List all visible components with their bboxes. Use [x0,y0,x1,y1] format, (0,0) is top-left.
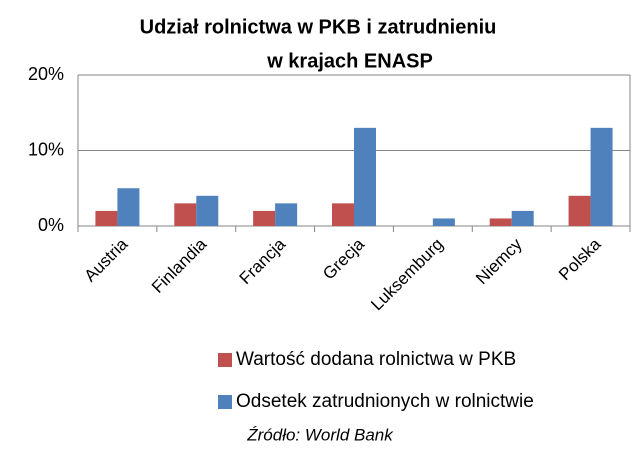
bar [568,195,591,226]
bar [354,127,376,226]
bar [275,203,298,226]
legend-swatch [218,395,232,409]
legend-label: Wartość dodana rolnictwa w PKB [236,349,516,370]
bar [253,210,276,226]
x-tick-label: Niemcy [472,234,526,288]
y-tick-label: 10% [28,139,64,159]
legend-label: Odsetek zatrudnionych w rolnictwie [236,391,534,412]
x-tick-label: Luksemburg [367,235,447,315]
bar [196,195,219,226]
source-note: Źródło: World Bank [246,425,394,444]
legend-swatch [218,353,232,367]
bar [489,218,512,226]
x-tick-label: Finlandia [148,234,211,297]
bar [174,203,197,226]
y-tick-label: 20% [28,64,64,84]
chart-title: Udział rolnictwa w PKB i zatrudnieniu [140,16,497,38]
bar [432,218,455,226]
bar [590,127,613,226]
x-tick-label: Grecja [319,234,368,283]
bar [332,203,354,226]
y-tick-label: 0% [38,215,64,235]
bar [511,210,534,226]
bar [117,188,140,226]
chart-title: w krajach ENASP [266,50,433,72]
x-tick-label: Austria [81,234,132,285]
x-tick-label: Polska [555,234,605,284]
x-tick-label: Francja [236,234,290,288]
bar [95,210,118,226]
